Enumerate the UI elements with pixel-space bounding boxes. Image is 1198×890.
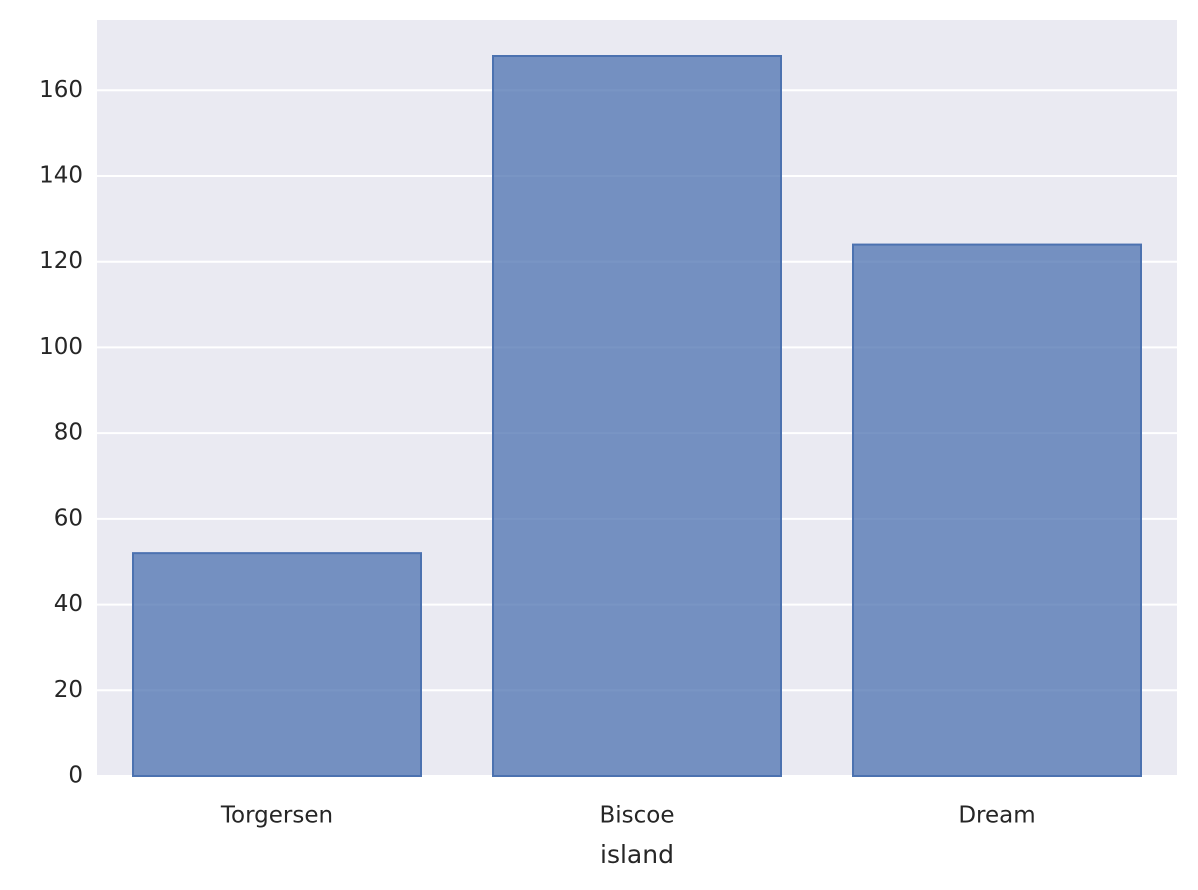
y-tick-label: 80 [54, 420, 83, 446]
x-tick-label: Biscoe [599, 803, 674, 829]
bar [852, 243, 1142, 778]
y-tick-label: 60 [54, 505, 83, 531]
y-tick-label: 140 [39, 163, 83, 189]
y-tick-label: 0 [68, 763, 83, 789]
x-tick-label: Dream [958, 803, 1035, 829]
y-tick-label: 100 [39, 334, 83, 360]
x-axis-label: island [600, 840, 674, 869]
y-tick-label: 20 [54, 677, 83, 703]
y-tick-label: 40 [54, 591, 83, 617]
bar [492, 55, 782, 777]
x-tick-label: Torgersen [220, 803, 333, 829]
y-tick-label: 120 [39, 248, 83, 274]
y-tick-label: 160 [39, 77, 83, 103]
bar [132, 552, 422, 778]
